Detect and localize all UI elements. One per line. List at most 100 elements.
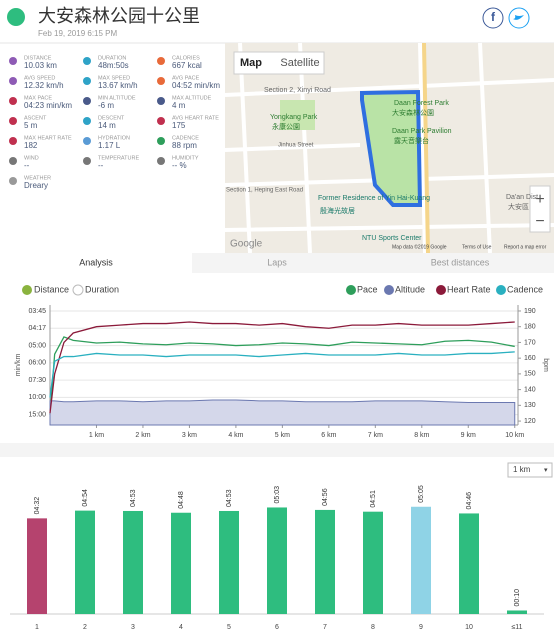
stat-value: 14 m bbox=[98, 121, 116, 130]
zoom-control bbox=[529, 185, 551, 233]
stat-icon bbox=[83, 137, 91, 145]
stat-icon bbox=[157, 117, 165, 125]
bar bbox=[507, 610, 527, 614]
stat-icon bbox=[9, 157, 17, 165]
park bbox=[280, 100, 315, 130]
bar bbox=[171, 512, 191, 614]
x-tick-label: 10 km bbox=[505, 432, 524, 439]
stat-value: 48m:50s bbox=[98, 61, 129, 70]
route bbox=[360, 89, 423, 207]
stat-value: 04:23 min/km bbox=[24, 101, 72, 110]
value-label: 04:32 bbox=[34, 497, 41, 515]
stat-label: MAX SPEED bbox=[98, 75, 130, 81]
y-tick-label: 05:00 bbox=[28, 342, 46, 349]
facebook-button[interactable] bbox=[482, 7, 504, 29]
stat-icon bbox=[157, 77, 165, 85]
stat-value: 182 bbox=[24, 141, 38, 150]
bar bbox=[267, 507, 287, 614]
lap-select-value: 1 km bbox=[513, 465, 531, 474]
stat-value: 1.17 L bbox=[98, 141, 121, 150]
stat-value: 10.03 km bbox=[24, 61, 57, 70]
activity-icon bbox=[7, 8, 25, 26]
map-label: 殷海光故居 bbox=[320, 206, 355, 215]
stat-value: Dreary bbox=[24, 181, 48, 190]
x-tick-label: 2 km bbox=[135, 432, 150, 439]
map-label: 永康公園 bbox=[272, 122, 300, 131]
stat-label: AVG HEART RATE bbox=[172, 115, 219, 121]
map-label: Google bbox=[230, 239, 263, 250]
major-road bbox=[422, 42, 430, 254]
x-tick-label: 5 bbox=[227, 624, 231, 631]
stat-value: 667 kcal bbox=[172, 61, 202, 70]
lap-select[interactable] bbox=[507, 462, 553, 478]
stat-value: -6 m bbox=[98, 101, 114, 110]
bar bbox=[75, 510, 95, 614]
value-label: 04:48 bbox=[178, 491, 185, 509]
x-tick-label: 9 bbox=[419, 624, 423, 631]
stat-label: CALORIES bbox=[172, 55, 200, 61]
stat-icon bbox=[83, 57, 91, 65]
x-tick-label: 7 km bbox=[368, 432, 383, 439]
stat-label: MIN ALTITUDE bbox=[98, 95, 136, 101]
stat-label: ASCENT bbox=[24, 115, 47, 121]
x-tick-label: 10 bbox=[465, 624, 473, 631]
option-checked[interactable] bbox=[22, 285, 32, 295]
x-tick-label: 6 bbox=[275, 624, 279, 631]
y-axis-label: min/km bbox=[15, 354, 22, 377]
zoom-out[interactable]: − bbox=[535, 213, 544, 230]
x-tick-label: 4 bbox=[179, 624, 183, 631]
stat-icon bbox=[83, 97, 91, 105]
x-tick-label: 1 km bbox=[89, 432, 104, 439]
stat-value: 12.32 km/h bbox=[24, 81, 64, 90]
active-tab bbox=[0, 253, 192, 273]
stat-label: MAX PACE bbox=[24, 95, 52, 101]
x-tick-label: 8 km bbox=[414, 432, 429, 439]
map-button[interactable]: Map bbox=[240, 57, 262, 69]
map-label: 露天音樂台 bbox=[394, 136, 429, 145]
bar bbox=[123, 510, 143, 614]
stat-label: DISTANCE bbox=[24, 55, 52, 61]
line bbox=[49, 336, 515, 415]
tab[interactable]: Laps bbox=[267, 257, 287, 267]
x-tick-label: 7 bbox=[323, 624, 327, 631]
map-label[interactable]: Report a map error bbox=[504, 244, 547, 250]
legend-check bbox=[496, 285, 506, 295]
stat-icon bbox=[9, 77, 17, 85]
zoom-in[interactable]: + bbox=[535, 191, 544, 208]
map-label: Daan Forest Park bbox=[394, 100, 449, 107]
satellite-button[interactable]: Satellite bbox=[280, 57, 319, 69]
stat-icon bbox=[9, 137, 17, 145]
stat-label: AVG PACE bbox=[172, 75, 200, 81]
map-label: Map data ©2019 Google bbox=[392, 243, 447, 250]
stat-label: DURATION bbox=[98, 55, 126, 61]
stat-label: TEMPERATURE bbox=[98, 155, 139, 161]
y2-tick-label: 150 bbox=[524, 371, 536, 378]
x-option[interactable]: Distance bbox=[34, 284, 69, 294]
stat-value: 5 m bbox=[24, 121, 38, 130]
bar bbox=[27, 518, 47, 614]
y2-tick-label: 180 bbox=[524, 324, 536, 331]
map-label: Da'an Dist. bbox=[506, 194, 540, 201]
stat-label: HYDRATION bbox=[98, 135, 130, 141]
bar bbox=[363, 511, 383, 614]
stat-label: WIND bbox=[24, 155, 39, 161]
x-tick-label: ≤11 bbox=[511, 624, 522, 631]
tab[interactable]: Best distances bbox=[431, 257, 490, 267]
date: Feb 19, 2019 6:15 PM bbox=[38, 29, 118, 38]
map-label[interactable]: Terms of Use bbox=[462, 244, 492, 250]
value-label: 04:53 bbox=[226, 489, 233, 507]
stat-value: 4 m bbox=[172, 101, 186, 110]
legend-label: Altitude bbox=[395, 284, 425, 294]
y-tick-label: 06:00 bbox=[28, 360, 46, 367]
tab[interactable]: Analysis bbox=[79, 257, 113, 267]
stat-label: HUMIDITY bbox=[172, 155, 199, 161]
stat-icon bbox=[83, 157, 91, 165]
stat-value: 88 rpm bbox=[172, 141, 197, 150]
legend-check bbox=[384, 285, 394, 295]
option-unchecked[interactable] bbox=[72, 284, 84, 296]
stat-icon bbox=[9, 117, 17, 125]
line bbox=[49, 351, 515, 398]
stat-label: AVG SPEED bbox=[24, 75, 55, 81]
x-option[interactable]: Duration bbox=[85, 284, 119, 294]
